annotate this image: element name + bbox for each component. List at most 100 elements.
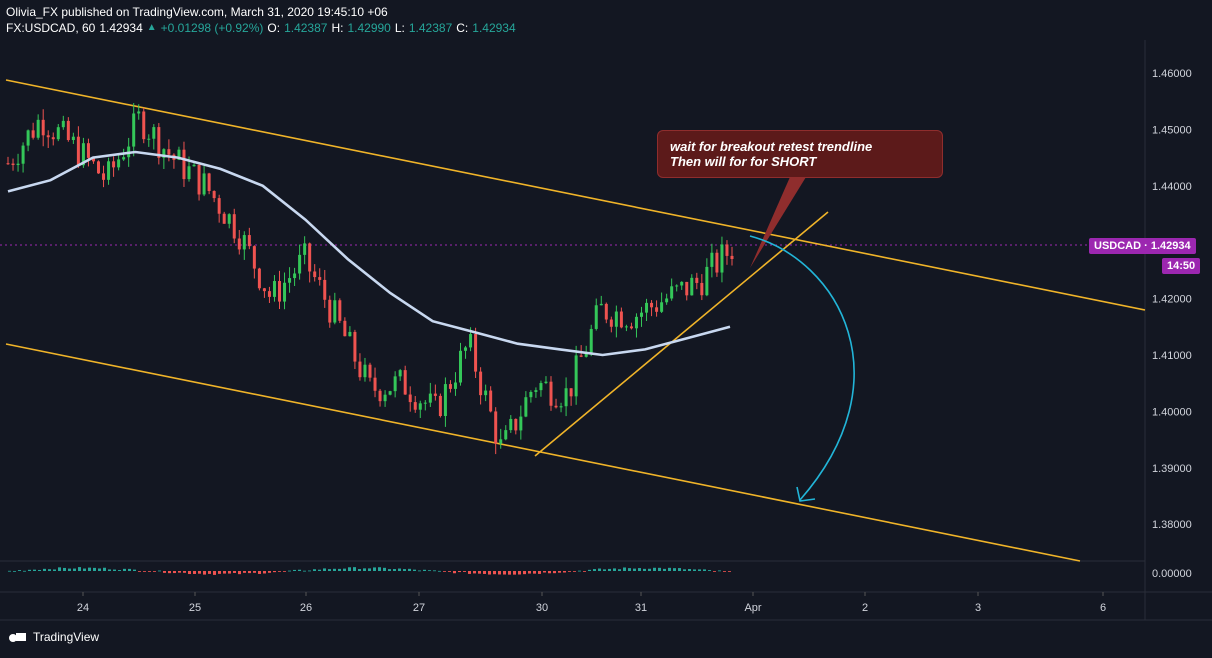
indicator-bar <box>263 571 266 574</box>
indicator-bar <box>568 571 571 572</box>
indicator-bar <box>213 571 216 575</box>
candle-body <box>428 393 432 403</box>
candle-body <box>413 402 417 410</box>
time-tick-label: 3 <box>975 602 981 614</box>
candle-body <box>660 302 664 312</box>
indicator-bar <box>203 571 206 575</box>
indicator-bar <box>173 571 176 574</box>
indicator-bar <box>663 568 666 571</box>
candle-body <box>328 299 332 323</box>
candle-body <box>318 277 322 280</box>
candle-body <box>378 390 382 402</box>
indicator-bar <box>423 569 426 571</box>
candle-body <box>534 390 538 392</box>
upper-channel-trendline[interactable] <box>5 79 1146 311</box>
indicator-bar <box>138 571 141 572</box>
candle-body <box>680 281 684 286</box>
indicator-bar <box>578 570 581 572</box>
close-label: C: <box>456 21 469 35</box>
candle-body <box>700 282 704 296</box>
indicator-pane <box>8 567 731 575</box>
candle-body <box>61 120 65 128</box>
candle-body <box>393 376 397 392</box>
indicator-bar <box>188 571 191 575</box>
indicator-bar <box>393 569 396 571</box>
candle-body <box>489 390 493 412</box>
candle-body <box>564 388 568 407</box>
indicator-bar <box>638 568 641 571</box>
indicator-bar <box>148 571 151 572</box>
candle-body <box>725 244 729 256</box>
ascending-support-trendline[interactable] <box>534 211 829 457</box>
candle-body <box>604 303 608 320</box>
trade-note[interactable]: wait for breakout retest trendline Then … <box>657 130 943 178</box>
indicator-bar <box>718 570 721 572</box>
indicator-bar <box>88 567 91 571</box>
indicator-bar <box>258 571 261 574</box>
arrow-head-icon <box>796 486 816 502</box>
lower-channel-trendline[interactable] <box>5 343 1081 562</box>
candle-body <box>675 285 679 287</box>
indicator-bar <box>588 569 591 571</box>
candle-body <box>51 137 55 140</box>
indicator-bar <box>403 569 406 571</box>
indicator-bar <box>603 569 606 571</box>
indicator-bar <box>683 569 686 571</box>
symbol-label[interactable]: FX:USDCAD, 60 <box>6 21 96 35</box>
low-label: L: <box>394 21 405 35</box>
indicator-bar <box>398 568 401 571</box>
indicator-bar <box>673 568 676 571</box>
symbol-price-badge: USDCAD · 1.42934 <box>1089 238 1196 254</box>
candle-body <box>21 145 25 164</box>
indicator-bar <box>13 570 16 572</box>
candle-body <box>594 305 598 329</box>
indicator-bar <box>248 571 251 574</box>
indicator-bar <box>688 568 691 571</box>
indicator-bar <box>228 571 231 574</box>
indicator-bar <box>553 571 556 574</box>
ohlc-row: FX:USDCAD, 60 1.42934 ▲ +0.01298 (+0.92%… <box>6 20 516 36</box>
candle-body <box>408 394 412 403</box>
indicator-bar <box>98 568 101 571</box>
candle-body <box>695 277 699 283</box>
low-value: 1.42387 <box>408 21 453 35</box>
indicator-bar <box>153 571 156 572</box>
indicator-bar <box>293 569 296 571</box>
price-axis[interactable]: 1.46000 1.45000 1.44000 1.42000 1.41000 1.400… <box>1152 68 1192 580</box>
candle-body <box>358 361 362 378</box>
candle-body <box>665 298 669 303</box>
indicator-bar <box>123 568 126 571</box>
indicator-bar <box>308 570 311 572</box>
candle-body <box>102 173 106 180</box>
indicator-bar <box>488 571 491 575</box>
candle-body <box>192 164 196 167</box>
candle-body <box>705 266 709 296</box>
indicator-bar <box>438 570 441 572</box>
indicator-bar <box>413 569 416 571</box>
time-tick-label: 25 <box>189 602 201 614</box>
price-tick-label: 1.40000 <box>1152 406 1192 418</box>
indicator-bar <box>708 570 711 571</box>
indicator-bar <box>43 568 46 571</box>
indicator-bar <box>68 568 71 571</box>
indicator-bar <box>493 571 496 575</box>
indicator-bar <box>618 569 621 571</box>
candle-body <box>182 149 186 180</box>
indicator-bar <box>433 570 436 572</box>
indicator-bar <box>723 571 726 572</box>
candle-body <box>423 402 427 404</box>
candle-body <box>117 159 121 168</box>
high-value: 1.42990 <box>347 21 391 35</box>
candle-body <box>353 331 357 362</box>
last-price: 1.42934 <box>99 21 143 35</box>
indicator-bar <box>343 568 346 571</box>
indicator-bar <box>353 567 356 571</box>
indicator-bar <box>28 569 31 571</box>
indicator-bar <box>583 571 586 572</box>
candle-body <box>313 271 317 278</box>
projection-arrow[interactable] <box>749 235 855 501</box>
time-axis[interactable]: 24 25 26 27 30 31 Apr 2 3 6 <box>77 592 1106 614</box>
indicator-bar <box>648 568 651 571</box>
candle-body <box>16 163 20 166</box>
